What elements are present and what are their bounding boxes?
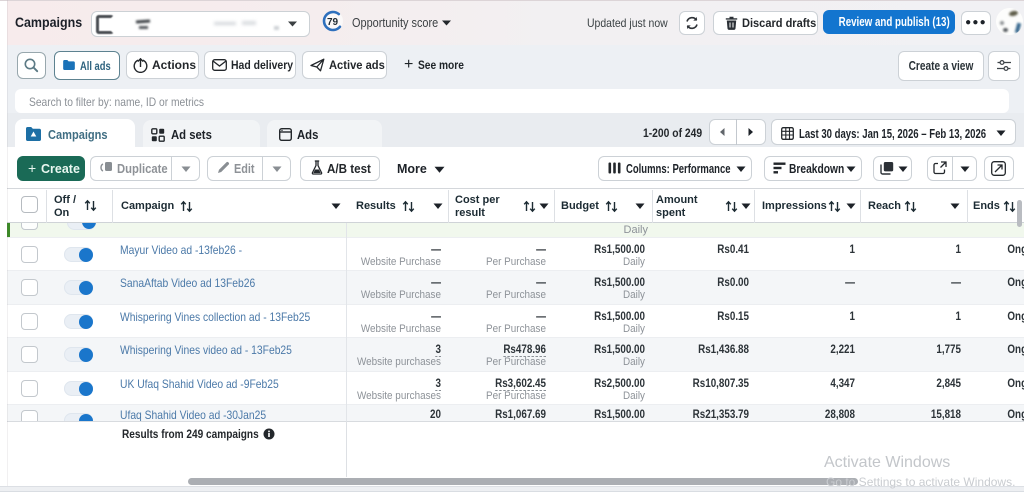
- svg-text:79: 79: [327, 17, 339, 28]
